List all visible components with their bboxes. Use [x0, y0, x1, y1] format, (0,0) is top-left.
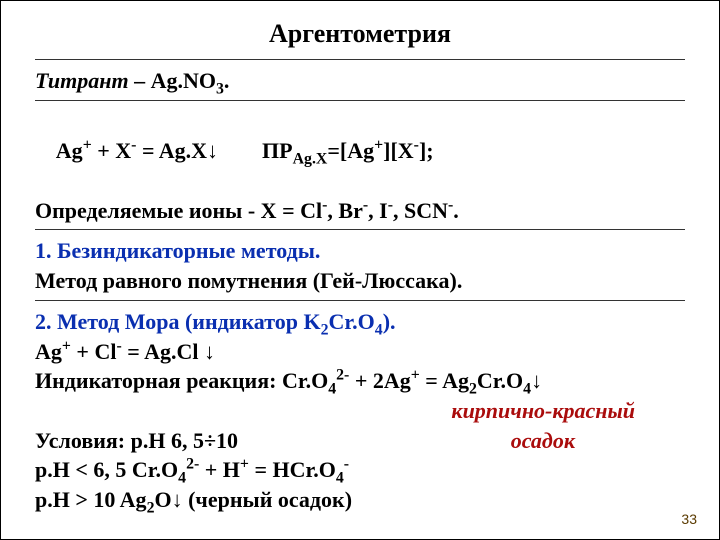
ions-br: , Br — [327, 198, 362, 223]
m1-title-text: Безиндикаторные методы. — [52, 238, 321, 263]
ph1-sup1: 2- — [186, 456, 199, 473]
ions-scn: , SCN — [393, 198, 448, 223]
red2: осадок — [511, 426, 685, 456]
titrant-formula-a: Ag.NO — [151, 68, 216, 93]
eq-eq: = Ag.X — [136, 138, 207, 163]
m2-ind-lbl: Индикаторная реакция: Cr.O — [35, 368, 328, 393]
eq-x: + X — [92, 138, 131, 163]
red-line-1: кирпично-красный — [35, 396, 685, 426]
ph-line-2: p.H > 10 Ag2O↓ (черный осадок) — [35, 485, 685, 515]
eq-pp-sup1: + — [374, 137, 383, 154]
eq-pp-eq: =[Ag — [327, 138, 374, 163]
ions-label: Определяемые ионы - X = Cl — [35, 198, 322, 223]
ph-line-1: p.H < 6, 5 Cr.O42- + H+ = HCr.O4- — [35, 455, 685, 485]
method2-eq: Ag+ + Cl- = Ag.Cl ↓ — [35, 337, 685, 367]
titrant-dash: – — [129, 68, 151, 93]
divider-2 — [35, 100, 685, 101]
m2-eq-eq: = Ag.Cl — [122, 339, 204, 364]
m2-eq-arrow: ↓ — [204, 339, 215, 364]
m2-cr-sub: 4 — [375, 321, 383, 338]
ph1-c: = HCr.O — [249, 457, 336, 482]
ions-i: , I — [368, 198, 388, 223]
ph2-b: (черный осадок) — [183, 487, 352, 512]
cond-label: Условия: p.H 6, 5÷10 — [35, 426, 238, 456]
divider-4 — [35, 300, 685, 301]
ph2-a: p.H > 10 Ag — [35, 487, 147, 512]
m2-close: ). — [383, 309, 396, 334]
ph2-arrow: ↓ — [172, 487, 183, 512]
divider-1 — [35, 59, 685, 60]
slide: Аргентометрия Титрант – Ag.NO3. Ag+ + X-… — [0, 0, 720, 540]
m2-eq-ag-sup: + — [62, 337, 71, 354]
m2-ind-sup2: + — [411, 367, 420, 384]
eq-pp-br1: ][X — [383, 138, 414, 163]
eq-ag-sup: + — [83, 137, 92, 154]
conditions-line: Условия: p.H 6, 5÷10 осадок — [35, 426, 685, 456]
titrant-dot: . — [224, 68, 230, 93]
ph2-o: O — [154, 487, 171, 512]
ph1-sup3: - — [344, 456, 349, 473]
method1-title: 1. Безиндикаторные методы. — [35, 236, 685, 266]
titrant-label: Титрант — [35, 68, 129, 93]
eq-ag: Ag — [56, 138, 83, 163]
ph1-sup2: + — [240, 456, 249, 473]
m2-k-sub: 2 — [321, 321, 329, 338]
ions-line: Определяемые ионы - X = Cl-, Br-, I-, SC… — [35, 196, 685, 226]
eq-arrow: ↓ — [207, 138, 218, 163]
method1-sub: Метод равного помутнения (Гей-Люссака). — [35, 266, 685, 296]
red1: кирпично-красный — [451, 398, 635, 423]
page-number: 33 — [681, 511, 697, 527]
ph1-a: p.H < 6, 5 Cr.O — [35, 457, 178, 482]
ions-dot: . — [453, 198, 459, 223]
ph1-b: + H — [199, 457, 240, 482]
m2-ind-p: + 2Ag — [349, 368, 410, 393]
slide-title: Аргентометрия — [35, 19, 685, 49]
m2-ind-sup1: 2- — [336, 367, 349, 384]
eq-pp: ПР — [218, 138, 293, 163]
method2-indicator: Индикаторная реакция: Cr.O42- + 2Ag+ = A… — [35, 366, 685, 396]
equation-line: Ag+ + X- = Ag.X↓ ПРAg.X=[Ag+][X-]; — [35, 107, 685, 196]
titrant-formula-sub: 3 — [216, 80, 224, 97]
m2-ind-arrow: ↓ — [531, 368, 542, 393]
m2-num: 2. Метод Мора (индикатор K — [35, 309, 321, 334]
eq-pp-br2: ]; — [419, 138, 434, 163]
m2-ind-cr2: Cr.O — [477, 368, 523, 393]
divider-3 — [35, 229, 685, 230]
m2-cr: Cr.O — [329, 309, 375, 334]
m2-eq-cl: + Cl — [71, 339, 117, 364]
method2-title: 2. Метод Мора (индикатор K2Cr.O4). — [35, 307, 685, 337]
titrant-line: Титрант – Ag.NO3. — [35, 66, 685, 96]
m2-ind-eq: = Ag — [420, 368, 469, 393]
m2-eq-ag: Ag — [35, 339, 62, 364]
m1-num: 1. — [35, 238, 52, 263]
eq-pp-sub: Ag.X — [293, 151, 328, 168]
m2-ind-sub1: 4 — [328, 381, 336, 398]
